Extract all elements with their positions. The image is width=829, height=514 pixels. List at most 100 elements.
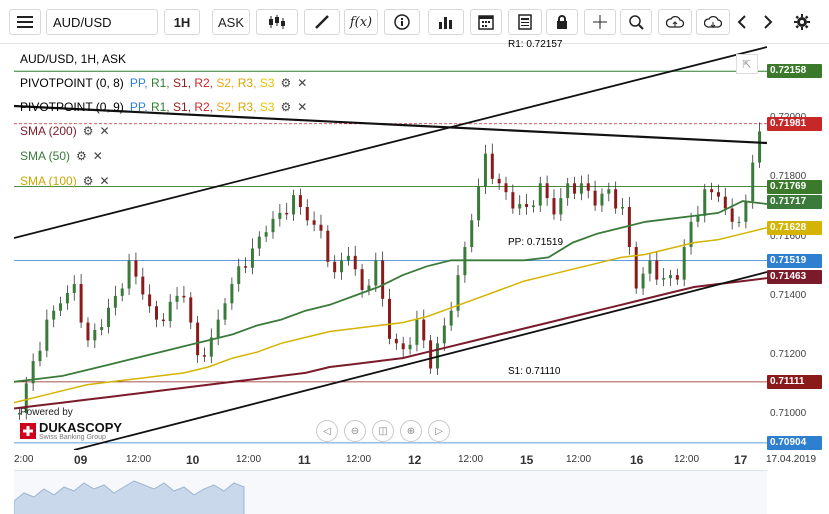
forward-button[interactable] — [756, 9, 780, 35]
bar-chart-icon — [439, 17, 452, 29]
reset-zoom-button[interactable]: ◫ — [372, 420, 394, 442]
candle-body — [326, 230, 330, 262]
candle-body — [477, 186, 481, 221]
time-tick: 15 — [520, 453, 534, 467]
chart-type-button[interactable] — [256, 9, 298, 35]
volume-button[interactable] — [428, 9, 464, 35]
candles-icon — [269, 15, 285, 29]
info-button[interactable] — [384, 9, 420, 35]
lock-button[interactable] — [546, 9, 578, 35]
scroll-left-button[interactable]: ◁ — [316, 420, 338, 442]
time-tick: 09 — [74, 453, 88, 467]
price-label: 0.71628 — [767, 221, 822, 236]
candle-body — [31, 361, 35, 384]
cloud-upload-icon — [666, 15, 684, 28]
pivot-1-r1: R1, — [150, 76, 170, 90]
candle-body — [593, 190, 597, 206]
time-tick: 11 — [298, 453, 311, 467]
gear-icon[interactable]: ⚙ — [280, 76, 292, 90]
pivot-1-s3: S3 — [259, 76, 275, 90]
symbol-input[interactable]: AUD/USD — [46, 9, 158, 35]
side-button[interactable]: ASK — [212, 9, 250, 35]
sma100-line — [14, 226, 767, 404]
zoom-button[interactable] — [620, 9, 652, 35]
candle-body — [566, 183, 570, 199]
candle-body — [189, 297, 193, 323]
scroll-right-button[interactable]: ▷ — [428, 420, 450, 442]
candle-body — [415, 319, 419, 345]
crosshair-button[interactable] — [584, 9, 616, 35]
candle-body — [271, 218, 275, 233]
time-tick: 2:00 — [14, 454, 34, 465]
candle-body — [107, 307, 111, 328]
upload-button[interactable] — [658, 9, 692, 35]
magnifier-icon — [629, 15, 644, 30]
candle-body — [148, 294, 152, 307]
candle-body — [100, 327, 104, 330]
gear-icon[interactable]: ⚙ — [280, 100, 292, 114]
candle-body — [209, 337, 213, 357]
gear-icon[interactable]: ⚙ — [82, 174, 94, 188]
candle-body — [86, 322, 90, 341]
time-tick: 12:00 — [346, 454, 372, 465]
pivot-2-r3: R3, — [237, 100, 257, 114]
settings-button[interactable] — [788, 9, 816, 35]
expand-button[interactable]: ⇱ — [736, 54, 758, 74]
candle-body — [662, 278, 666, 280]
price-axis[interactable]: 0.720000.718000.716000.714000.712000.710… — [767, 44, 829, 450]
candle-body — [72, 284, 76, 293]
menu-button[interactable] — [9, 9, 41, 35]
navigator[interactable] — [13, 470, 767, 514]
close-icon[interactable]: ✕ — [297, 100, 308, 114]
candle-body — [381, 260, 385, 299]
gear-icon[interactable]: ⚙ — [82, 124, 94, 138]
sma50-name: SMA (50) — [20, 149, 71, 163]
candle-body — [264, 232, 268, 237]
back-button[interactable] — [730, 9, 754, 35]
time-axis[interactable]: 2:00 09 12:00 10 12:00 11 12:00 12 12:00 15 12:00 1… — [14, 452, 829, 468]
close-icon[interactable]: ✕ — [99, 174, 110, 188]
candle-body — [497, 178, 501, 184]
pivot-1-r3: R3, — [237, 76, 257, 90]
pivot-2-levels: PP, R1, S1, R2, S2, R3, S3 — [130, 100, 275, 114]
candle-body — [353, 255, 357, 270]
zoom-in-button[interactable]: ⊕ — [400, 420, 422, 442]
candle-body — [511, 192, 515, 209]
time-tick: 17.04.2019 — [766, 454, 817, 465]
candle-body — [388, 298, 391, 339]
price-chart — [14, 46, 767, 450]
candle-body — [456, 275, 460, 311]
timeframe-button[interactable]: 1H — [164, 9, 200, 35]
candle-body — [216, 319, 220, 338]
candle-body — [710, 189, 714, 193]
pivot-2-name: PIVOTPOINT (0, 9) — [20, 100, 124, 114]
news-button[interactable] — [508, 9, 542, 35]
draw-tool-button[interactable] — [304, 9, 340, 35]
triangle-right-icon: ▷ — [435, 425, 443, 437]
candle-body — [346, 255, 350, 261]
pivot-1-s2: S2, — [216, 76, 235, 90]
close-icon[interactable]: ✕ — [99, 124, 110, 138]
pivot-1-pp: PP, — [129, 76, 148, 90]
candle-body — [52, 310, 56, 320]
price-label: 0.71111 — [767, 374, 822, 389]
candle-body — [65, 292, 69, 304]
candle-body — [196, 322, 200, 356]
candle-body — [244, 266, 248, 268]
candle-body — [175, 295, 179, 302]
indicators-button[interactable]: f(x) — [344, 9, 378, 35]
calendar-button[interactable] — [470, 9, 502, 35]
close-icon[interactable]: ✕ — [297, 76, 308, 90]
time-tick: 12:00 — [674, 454, 700, 465]
time-tick: 17 — [734, 453, 748, 467]
gear-icon[interactable]: ⚙ — [76, 149, 87, 163]
legend-sma100: SMA (100) ⚙ ✕ — [20, 172, 110, 190]
close-icon[interactable]: ✕ — [92, 149, 103, 163]
chart-canvas[interactable] — [14, 44, 767, 450]
download-button[interactable] — [696, 9, 730, 35]
zoom-out-button[interactable]: ⊖ — [344, 420, 366, 442]
candle-body — [141, 276, 145, 295]
candle-body — [367, 285, 371, 290]
candle-body — [120, 288, 124, 296]
